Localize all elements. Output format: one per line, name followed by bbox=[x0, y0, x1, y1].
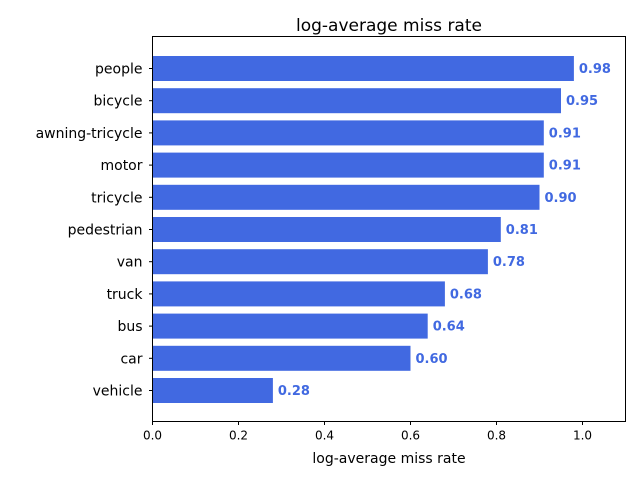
x-tick-label: 0.4 bbox=[315, 429, 334, 443]
x-tick-label: 0.0 bbox=[143, 429, 162, 443]
y-tick-label-van: van bbox=[117, 255, 143, 271]
value-label-bicycle: 0.95 bbox=[566, 94, 598, 109]
value-label-motor: 0.91 bbox=[549, 159, 581, 174]
bar-vehicle bbox=[152, 378, 273, 403]
plot-frame bbox=[152, 36, 626, 422]
bar-people bbox=[152, 56, 574, 81]
bar-awning-tricycle bbox=[152, 120, 544, 146]
y-tick-label-vehicle: vehicle bbox=[93, 384, 143, 400]
value-label-car: 0.60 bbox=[416, 352, 448, 367]
x-axis-label: log-average miss rate bbox=[312, 451, 465, 467]
bars-layer bbox=[152, 56, 574, 403]
value-label-people: 0.98 bbox=[579, 62, 611, 77]
x-tick-label: 0.8 bbox=[487, 429, 506, 443]
y-tick-label-truck: truck bbox=[107, 287, 144, 303]
value-label-bus: 0.64 bbox=[433, 320, 465, 335]
y-tick-label-bus: bus bbox=[117, 319, 142, 335]
bar-bus bbox=[152, 313, 428, 339]
x-tick-label: 1.0 bbox=[573, 429, 592, 443]
y-tick-label-motor: motor bbox=[100, 158, 142, 174]
y-tick-label-bicycle: bicycle bbox=[94, 94, 143, 110]
bar-motor bbox=[152, 152, 544, 178]
bar-bicycle bbox=[152, 88, 561, 114]
y-tick-label-awning-tricycle: awning-tricycle bbox=[36, 126, 143, 142]
value-label-truck: 0.68 bbox=[450, 287, 482, 302]
x-axis: 0.0 0.2 0.4 0.6 0.8 1.0 bbox=[143, 421, 592, 443]
value-labels-layer: 0.98 0.95 0.91 0.91 0.90 0.81 0.78 0.68 0.64 0.60… bbox=[278, 62, 611, 399]
y-tick-label-tricycle: tricycle bbox=[91, 190, 142, 206]
x-tick-label: 0.6 bbox=[401, 429, 420, 443]
y-tick-label-people: people bbox=[95, 62, 142, 78]
y-tick-label-car: car bbox=[120, 351, 142, 367]
value-label-tricycle: 0.90 bbox=[545, 191, 577, 206]
value-label-awning-tricycle: 0.91 bbox=[549, 126, 581, 141]
bar-van bbox=[152, 249, 488, 275]
value-label-vehicle: 0.28 bbox=[278, 384, 310, 399]
bar-truck bbox=[152, 281, 445, 307]
y-tick-label-pedestrian: pedestrian bbox=[68, 223, 143, 239]
chart-title: log-average miss rate bbox=[296, 16, 482, 36]
bar-pedestrian bbox=[152, 217, 501, 242]
value-label-pedestrian: 0.81 bbox=[506, 223, 538, 238]
y-axis: people bicycle awning-tricycle motor tricycl… bbox=[36, 62, 153, 400]
value-label-van: 0.78 bbox=[493, 255, 525, 270]
x-tick-label: 0.2 bbox=[229, 429, 248, 443]
bar-car bbox=[152, 345, 411, 371]
bar-tricycle bbox=[152, 184, 540, 210]
